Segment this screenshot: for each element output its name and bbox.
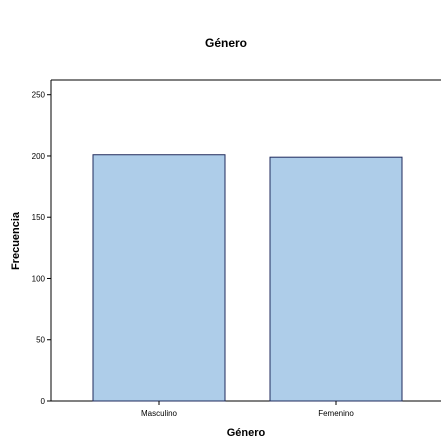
x-axis-label: Género xyxy=(227,427,266,438)
y-axis-ticks: 0 50 100 150 200 250 xyxy=(32,91,51,406)
bars-group xyxy=(92,154,403,402)
chart-title: Género xyxy=(205,36,247,50)
y-axis-label: Frecuencia xyxy=(10,211,22,270)
x-tick-label: Masculino xyxy=(141,409,178,418)
y-tick-label: 0 xyxy=(41,397,46,406)
y-tick-label: 50 xyxy=(36,336,45,345)
y-tick-label: 250 xyxy=(32,91,46,100)
y-tick-label: 150 xyxy=(32,213,46,222)
x-tick-label: Femenino xyxy=(318,409,354,418)
bar-masculino xyxy=(92,154,226,402)
x-axis-ticks: Masculino Femenino xyxy=(141,401,354,418)
bar-femenino xyxy=(269,156,403,402)
y-tick-label: 200 xyxy=(32,152,46,161)
y-tick-label: 100 xyxy=(32,274,46,283)
